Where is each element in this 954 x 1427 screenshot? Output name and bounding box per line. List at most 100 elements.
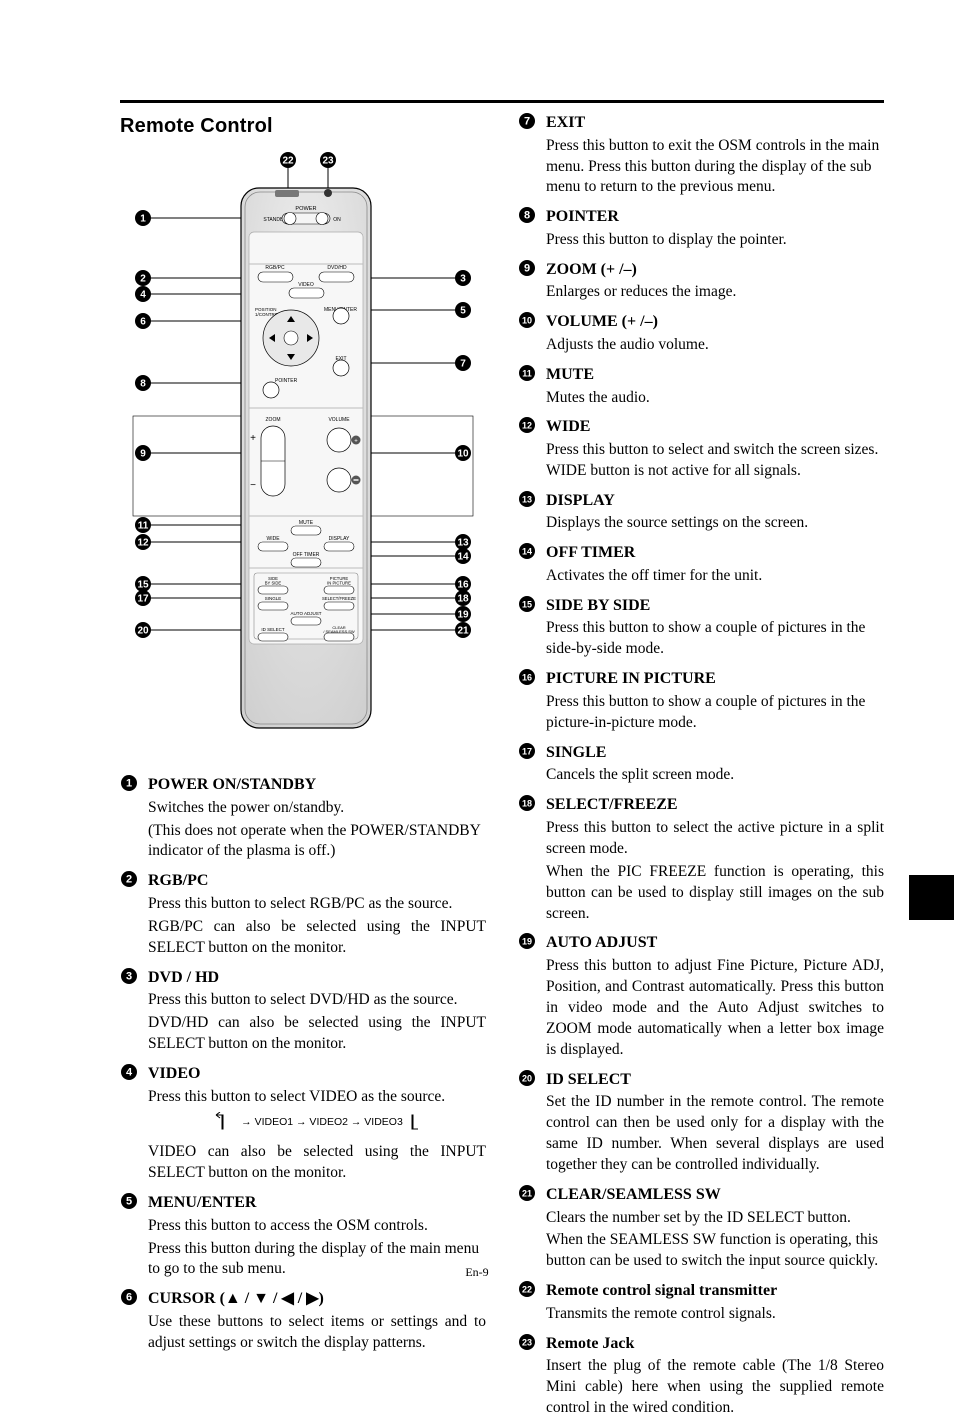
svg-text:5: 5	[126, 1196, 132, 1208]
svg-text:14: 14	[457, 552, 469, 563]
svg-text:14: 14	[522, 547, 532, 557]
svg-text:+: +	[250, 433, 256, 444]
page: Remote Control	[0, 0, 954, 1316]
svg-text:23: 23	[522, 1337, 532, 1347]
item-title-18: SELECT/FREEZE	[546, 794, 884, 816]
item-title-13: DISPLAY	[546, 490, 884, 512]
svg-text:ID SELECT: ID SELECT	[261, 627, 285, 632]
svg-text:POWER: POWER	[295, 206, 316, 212]
svg-text:10: 10	[522, 316, 532, 326]
svg-text:7: 7	[524, 116, 530, 128]
svg-text:2: 2	[126, 874, 132, 886]
item-title-4: VIDEO	[148, 1063, 486, 1085]
item-body-2: Press this button to select RGB/PC as th…	[148, 894, 486, 959]
item-number-11: 11	[518, 364, 546, 411]
item-20: 20ID SELECTSet the ID number in the remo…	[518, 1069, 884, 1178]
item-content-8: POINTERPress this button to display the …	[546, 206, 884, 253]
item-number-23: 23	[518, 1333, 546, 1421]
item-body-9: Enlarges or reduces the image.	[546, 282, 884, 303]
item-number-17: 17	[518, 742, 546, 789]
svg-text:RGB/PC: RGB/PC	[265, 265, 285, 271]
item-content-12: WIDEPress this button to select and swit…	[546, 416, 884, 483]
svg-text:5: 5	[460, 306, 466, 317]
item-body-15: Press this button to show a couple of pi…	[546, 618, 884, 660]
item-10: 10 VOLUME (+ /–)Adjusts the audio volume.	[518, 311, 884, 358]
svg-text:12: 12	[137, 538, 149, 549]
svg-text:7: 7	[460, 359, 466, 370]
svg-text:1: 1	[126, 778, 132, 790]
item-content-11: MUTEMutes the audio.	[546, 364, 884, 411]
item-title-17: SINGLE	[546, 742, 884, 764]
item-number-13: 13	[518, 490, 546, 537]
item-6: 6CURSOR (▲ / ▼ / ◀ / ▶)Use these buttons…	[120, 1288, 486, 1355]
svg-text:18: 18	[522, 799, 532, 809]
svg-text:19: 19	[522, 937, 532, 947]
item-body-16: Press this button to show a couple of pi…	[546, 692, 884, 734]
item-body-10: Adjusts the audio volume.	[546, 335, 884, 356]
item-1: 1POWER ON/STANDBYSwitches the power on/s…	[120, 774, 486, 864]
item-22: 22Remote control signal transmitterTrans…	[518, 1280, 884, 1327]
item-title-23: Remote Jack	[546, 1333, 884, 1355]
item-content-18: SELECT/FREEZEPress this button to select…	[546, 794, 884, 926]
item-number-16: 16	[518, 668, 546, 735]
item-3: 3 DVD / HDPress this button to select DVD…	[120, 967, 486, 1057]
item-body-11: Mutes the audio.	[546, 388, 884, 409]
item-15: 15SIDE BY SIDEPress this button to show …	[518, 595, 884, 662]
item-number-10: 10	[518, 311, 546, 358]
item-title-5: MENU/ENTER	[148, 1192, 486, 1214]
svg-text:OFF TIMER: OFF TIMER	[293, 552, 320, 558]
svg-text:10: 10	[457, 449, 469, 460]
svg-text:3: 3	[126, 970, 132, 982]
item-content-7: EXITPress this button to exit the OSM co…	[546, 112, 884, 200]
right-column: 7 EXITPress this button to exit the OSM c…	[518, 111, 884, 1427]
item-9: 9 ZOOM (+ /–)Enlarges or reduces the imag…	[518, 259, 884, 306]
item-23: 23 Remote JackInsert the plug of the remo…	[518, 1333, 884, 1421]
svg-text:15: 15	[522, 599, 532, 609]
item-8: 8 POINTERPress this button to display the…	[518, 206, 884, 253]
item-title-21: CLEAR/SEAMLESS SW	[546, 1184, 884, 1206]
remote-control-figure: POWER STANDBY ON RGB/PC DVD/HD	[123, 148, 483, 758]
svg-text:1: 1	[140, 214, 146, 225]
svg-text:POINTER: POINTER	[275, 378, 298, 384]
svg-text:DISPLAY: DISPLAY	[329, 536, 350, 542]
svg-text:11: 11	[522, 369, 532, 379]
item-number-20: 20	[518, 1069, 546, 1178]
item-number-3: 3	[120, 967, 148, 1057]
svg-text:9: 9	[524, 262, 530, 274]
item-content-4: VIDEOPress this button to select VIDEO a…	[148, 1063, 486, 1186]
item-body-19: Press this button to adjust Fine Picture…	[546, 956, 884, 1061]
svg-text:SELECT/FREEZE: SELECT/FREEZE	[322, 596, 356, 601]
right-items: 7 EXITPress this button to exit the OSM c…	[518, 112, 884, 1421]
svg-text:11: 11	[138, 521, 149, 532]
svg-text:3: 3	[460, 274, 466, 285]
svg-text:21: 21	[522, 1189, 532, 1199]
svg-text:SINGLE: SINGLE	[265, 596, 282, 601]
item-title-19: AUTO ADJUST	[546, 932, 884, 954]
item-content-2: RGB/PCPress this button to select RGB/PC…	[148, 870, 486, 960]
item-number-1: 1	[120, 774, 148, 864]
item-body-3: Press this button to select DVD/HD as th…	[148, 990, 486, 1055]
item-body-13: Displays the source settings on the scre…	[546, 513, 884, 534]
svg-text:20: 20	[137, 626, 149, 637]
item-title-10: VOLUME (+ /–)	[546, 311, 884, 333]
item-19: 19 AUTO ADJUSTPress this button to adjust…	[518, 932, 884, 1062]
item-content-19: AUTO ADJUSTPress this button to adjust F…	[546, 932, 884, 1062]
item-body-23: Insert the plug of the remote cable (The…	[546, 1356, 884, 1419]
top-rule	[120, 100, 884, 103]
item-content-17: SINGLECancels the split screen mode.	[546, 742, 884, 789]
item-title-9: ZOOM (+ /–)	[546, 259, 884, 281]
side-tab	[909, 875, 954, 920]
svg-text:17: 17	[137, 594, 149, 605]
item-content-3: DVD / HDPress this button to select DVD/…	[148, 967, 486, 1057]
item-content-14: OFF TIMERActivates the off timer for the…	[546, 542, 884, 589]
item-number-7: 7	[518, 112, 546, 200]
item-number-18: 18	[518, 794, 546, 926]
item-content-9: ZOOM (+ /–)Enlarges or reduces the image…	[546, 259, 884, 306]
item-title-11: MUTE	[546, 364, 884, 386]
svg-text:12: 12	[522, 421, 532, 431]
svg-text:DVD/HD: DVD/HD	[327, 265, 347, 271]
item-11: 11 MUTEMutes the audio.	[518, 364, 884, 411]
item-number-8: 8	[518, 206, 546, 253]
item-number-4: 4	[120, 1063, 148, 1186]
svg-text:8: 8	[524, 210, 530, 222]
